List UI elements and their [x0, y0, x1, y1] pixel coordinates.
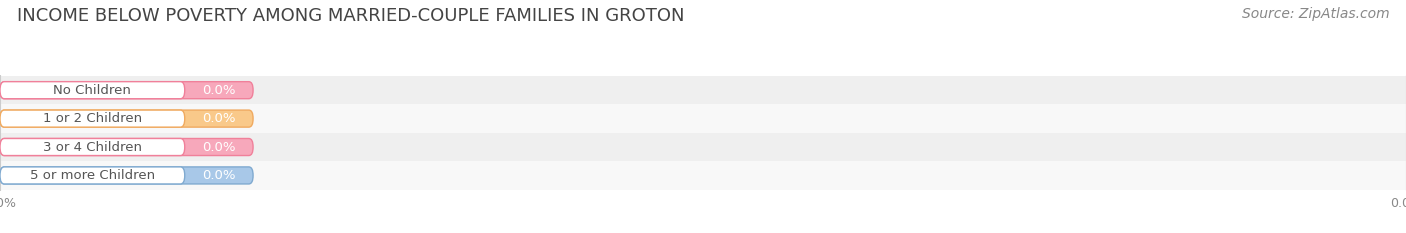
- FancyBboxPatch shape: [0, 133, 1406, 161]
- Text: 0.0%: 0.0%: [202, 84, 236, 97]
- Text: No Children: No Children: [53, 84, 131, 97]
- Text: 0.0%: 0.0%: [202, 169, 236, 182]
- Text: 5 or more Children: 5 or more Children: [30, 169, 155, 182]
- FancyBboxPatch shape: [0, 138, 184, 156]
- Text: Source: ZipAtlas.com: Source: ZipAtlas.com: [1241, 7, 1389, 21]
- Text: INCOME BELOW POVERTY AMONG MARRIED-COUPLE FAMILIES IN GROTON: INCOME BELOW POVERTY AMONG MARRIED-COUPL…: [17, 7, 685, 25]
- FancyBboxPatch shape: [0, 104, 1406, 133]
- FancyBboxPatch shape: [0, 167, 184, 184]
- FancyBboxPatch shape: [0, 110, 253, 127]
- Text: 3 or 4 Children: 3 or 4 Children: [42, 140, 142, 154]
- FancyBboxPatch shape: [0, 161, 1406, 190]
- Text: 0.0%: 0.0%: [202, 112, 236, 125]
- Text: 0.0%: 0.0%: [202, 140, 236, 154]
- FancyBboxPatch shape: [0, 76, 1406, 104]
- FancyBboxPatch shape: [0, 110, 184, 127]
- FancyBboxPatch shape: [0, 82, 253, 99]
- FancyBboxPatch shape: [0, 138, 253, 156]
- Text: 1 or 2 Children: 1 or 2 Children: [42, 112, 142, 125]
- FancyBboxPatch shape: [0, 167, 253, 184]
- FancyBboxPatch shape: [0, 82, 184, 99]
